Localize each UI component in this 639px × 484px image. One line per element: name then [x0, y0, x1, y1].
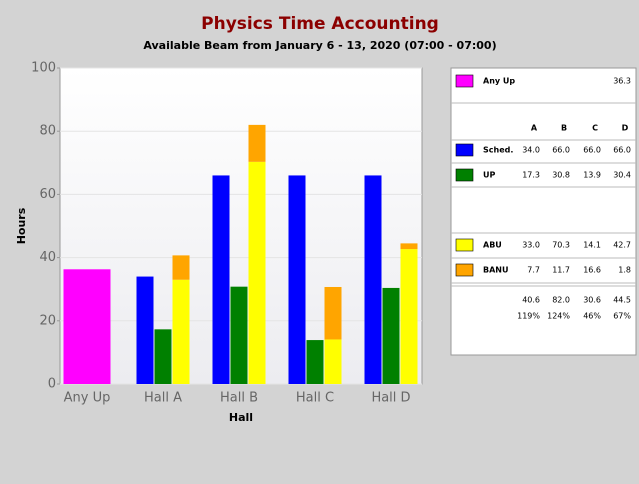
table-value: 16.6: [583, 266, 601, 275]
y-axis-label: Hours: [15, 207, 28, 244]
y-tick-label: 100: [31, 61, 56, 76]
legend-label: BANU: [483, 266, 508, 275]
bar: [324, 339, 342, 384]
table-value: 42.7: [613, 241, 631, 250]
x-tick-label: Hall C: [296, 391, 334, 406]
table-column-header: B: [561, 124, 567, 133]
legend-swatch: [455, 143, 474, 157]
table-value: 66.0: [613, 146, 631, 155]
bar: [172, 255, 190, 280]
x-tick-label: Hall D: [371, 391, 410, 406]
table-column-header: C: [592, 124, 598, 133]
legend-label: UP: [483, 171, 495, 180]
y-tick-label: 80: [39, 124, 56, 139]
bar: [288, 175, 306, 384]
table-percent: 67%: [613, 312, 631, 321]
legend-swatch: [455, 74, 474, 88]
legend-swatch: [455, 263, 474, 277]
bar: [136, 276, 154, 384]
bar: [230, 286, 248, 384]
table-value: 11.7: [552, 266, 570, 275]
y-tick-label: 0: [48, 377, 56, 392]
x-tick-label: Hall B: [220, 391, 258, 406]
table-value: 30.8: [552, 171, 570, 180]
bar: [400, 249, 418, 384]
legend-swatch: [455, 168, 474, 182]
table-totals: 30.6: [583, 296, 601, 305]
table-totals: 44.5: [613, 296, 631, 305]
table-value: 14.1: [583, 241, 601, 250]
table-value: 30.4: [613, 171, 631, 180]
bar: [364, 175, 382, 384]
legend-label: Any Up: [483, 77, 515, 86]
table-value: 66.0: [583, 146, 601, 155]
table-column-header: D: [622, 124, 629, 133]
bar: [306, 340, 324, 384]
table-value: 13.9: [583, 171, 601, 180]
table-percent: 119%: [517, 312, 540, 321]
bar: [248, 124, 266, 162]
legend-table: [450, 67, 637, 356]
table-value: 66.0: [552, 146, 570, 155]
table-value: 70.3: [552, 241, 570, 250]
bar: [63, 269, 111, 384]
table-value: 33.0: [522, 241, 540, 250]
legend-label: Sched.: [483, 146, 513, 155]
bar: [248, 161, 266, 384]
bar: [400, 243, 418, 250]
y-tick-label: 20: [39, 313, 56, 328]
x-tick-label: Any Up: [64, 391, 111, 406]
table-percent: 46%: [583, 312, 601, 321]
bar: [324, 286, 342, 340]
table-value: 34.0: [522, 146, 540, 155]
bar: [172, 279, 190, 384]
y-tick-label: 60: [39, 187, 56, 202]
table-percent: 124%: [547, 312, 570, 321]
table-value: 1.8: [618, 266, 631, 275]
y-tick-label: 40: [39, 250, 56, 265]
table-value: 17.3: [522, 171, 540, 180]
table-totals: 40.6: [522, 296, 540, 305]
table-value: 36.3: [613, 77, 631, 86]
legend-label: ABU: [483, 241, 502, 250]
x-axis-label: Hall: [229, 411, 253, 424]
bar: [154, 329, 172, 384]
chart-title: Physics Time Accounting: [201, 14, 439, 34]
legend-swatch: [455, 238, 474, 252]
table-totals: 82.0: [552, 296, 570, 305]
table-value: 7.7: [527, 266, 540, 275]
bar: [382, 287, 400, 384]
table-column-header: A: [531, 124, 538, 133]
x-tick-label: Hall A: [144, 391, 182, 406]
chart-subtitle: Available Beam from January 6 - 13, 2020…: [143, 39, 496, 52]
bar: [212, 175, 230, 384]
